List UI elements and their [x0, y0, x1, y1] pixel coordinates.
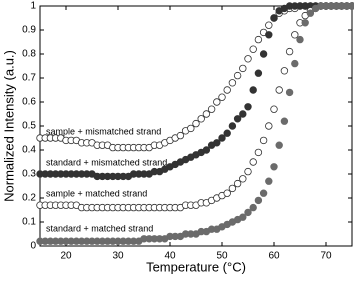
data-point [244, 208, 252, 217]
series-label: sample + mismatched strand [46, 126, 161, 136]
y-tick-label: 0.4 [22, 145, 36, 156]
x-tick-label: 50 [216, 251, 228, 262]
data-point [218, 93, 226, 101]
data-point [218, 134, 226, 142]
y-tick-label: 0 [30, 241, 36, 252]
data-point [291, 31, 299, 39]
data-point [239, 64, 247, 73]
data-point [270, 163, 278, 171]
series-label: standard + matched strand [46, 223, 153, 233]
data-point [239, 175, 247, 183]
y-tick-label: 0.8 [22, 49, 36, 60]
data-point [233, 71, 242, 80]
data-point [244, 55, 252, 63]
data-point [202, 110, 211, 118]
data-point [254, 35, 263, 44]
data-point [280, 67, 289, 75]
data-point [348, 2, 354, 10]
data-point [265, 177, 273, 185]
y-tick-label: 0.3 [22, 169, 36, 180]
y-tick-label: 0.5 [22, 121, 36, 132]
data-point [265, 31, 273, 39]
data-point [213, 139, 221, 147]
x-tick-label: 40 [164, 251, 176, 262]
y-tick-label: 1 [30, 1, 36, 12]
data-point [228, 184, 237, 193]
data-point [259, 136, 268, 145]
data-point [254, 148, 263, 157]
data-point [244, 103, 252, 111]
data-point [187, 124, 195, 133]
data-point [275, 86, 283, 94]
y-tick-label: 0.1 [22, 217, 36, 228]
data-point [249, 45, 257, 53]
data-point [254, 196, 263, 205]
data-point [270, 105, 278, 113]
data-point [265, 122, 273, 130]
data-point [280, 117, 289, 125]
data-point [275, 141, 283, 149]
data-point [223, 129, 231, 137]
x-axis-title: Temperature (°C) [146, 259, 246, 274]
data-point [202, 146, 211, 154]
data-point [233, 115, 242, 123]
data-point [228, 122, 237, 130]
data-point [254, 69, 263, 77]
y-tick-label: 0.2 [22, 193, 36, 204]
data-point [259, 50, 268, 58]
y-tick-label: 0.7 [22, 73, 36, 84]
data-point [223, 189, 231, 197]
data-point [239, 110, 247, 118]
data-point [239, 213, 247, 221]
data-point [259, 189, 268, 197]
data-point [285, 47, 294, 56]
y-axis-title: Normalized Intensity (a.u.) [1, 50, 16, 202]
data-point [285, 88, 294, 97]
series-label: standard + mismatched strand [46, 157, 167, 167]
data-point [207, 105, 216, 113]
data-point [291, 59, 299, 68]
data-point [270, 14, 278, 22]
x-tick-label: 60 [268, 251, 280, 262]
data-point [228, 79, 237, 87]
data-point [213, 98, 221, 106]
data-point [296, 35, 304, 44]
data-point [306, 9, 315, 17]
data-point [249, 86, 257, 94]
data-point [244, 167, 252, 176]
data-point [192, 119, 200, 128]
data-point [301, 19, 309, 27]
data-point [223, 86, 231, 94]
data-point [265, 21, 273, 29]
data-point [176, 131, 185, 140]
y-tick-label: 0.6 [22, 97, 36, 108]
x-tick-label: 20 [60, 251, 72, 262]
y-tick-label: 0.9 [22, 25, 36, 36]
series-label: sample + matched strand [46, 188, 147, 198]
data-point [233, 179, 242, 188]
data-point [249, 203, 257, 212]
x-tick-label: 70 [320, 251, 332, 262]
data-point [249, 158, 257, 166]
data-point [197, 115, 205, 123]
x-tick-label: 30 [112, 251, 124, 262]
